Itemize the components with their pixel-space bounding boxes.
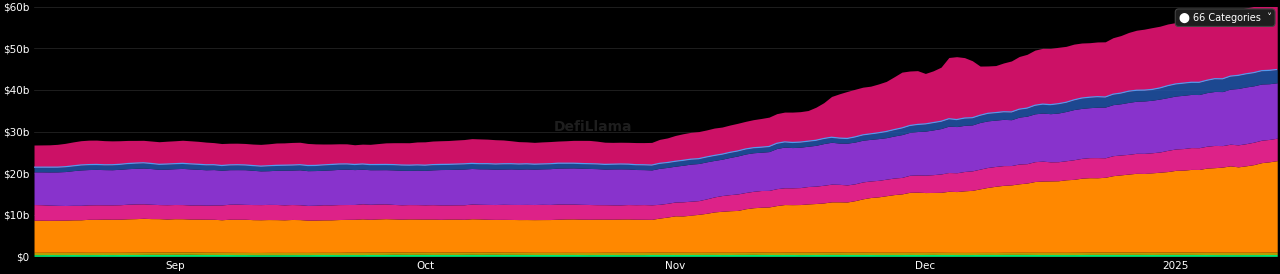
Text: ⬤ 66 Categories  ˅: ⬤ 66 Categories ˅ <box>1179 12 1271 23</box>
Text: DefiLlama: DefiLlama <box>554 119 632 134</box>
